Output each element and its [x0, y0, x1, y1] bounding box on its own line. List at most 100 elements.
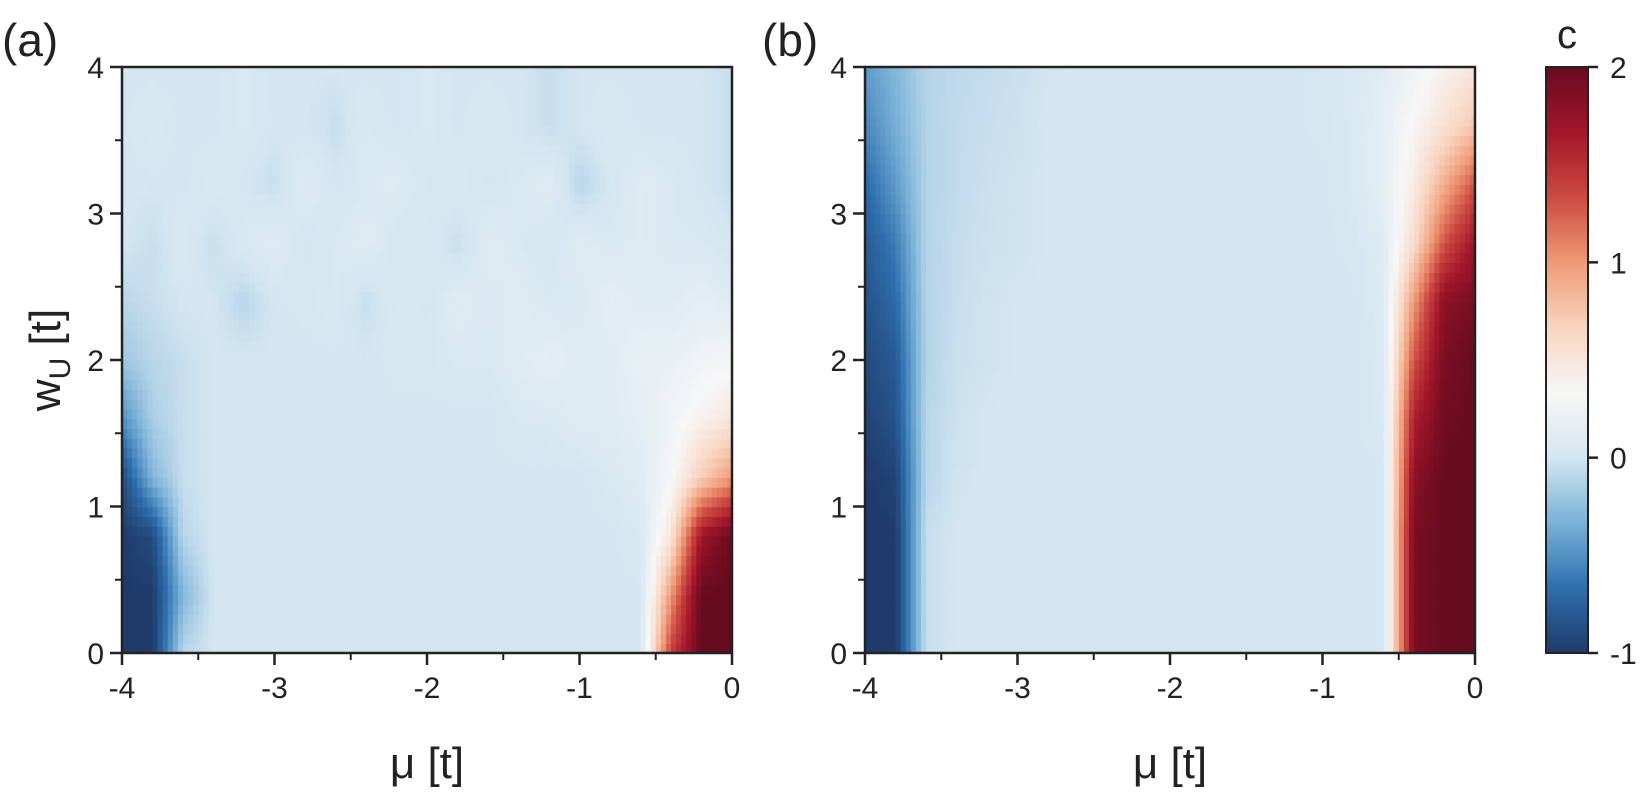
heatmap-cell [442, 301, 449, 312]
heatmap-cell [625, 643, 632, 654]
heatmap-cell [559, 574, 565, 586]
heatmap-cell [630, 311, 637, 322]
heatmap-cell [350, 526, 357, 537]
heatmap-cell [594, 272, 601, 283]
heatmap-cell [198, 379, 205, 390]
heatmap-cell [691, 506, 698, 517]
heatmap-cell [701, 545, 708, 557]
heatmap-cell [330, 613, 337, 625]
heatmap-cell [701, 360, 708, 371]
heatmap-cell [569, 516, 576, 527]
heatmap-cell [508, 574, 515, 586]
heatmap-cell [681, 623, 687, 635]
heatmap-cell [660, 399, 667, 410]
heatmap-cell [218, 467, 225, 478]
heatmap-cell [488, 545, 494, 557]
heatmap-cell [325, 574, 332, 586]
heatmap-cell [386, 623, 393, 635]
heatmap-cell [716, 535, 723, 547]
heatmap-cell [660, 311, 667, 322]
heatmap-cell [269, 613, 276, 625]
heatmap-cell [340, 516, 347, 527]
heatmap-cell [528, 252, 535, 264]
heatmap-cell [462, 291, 469, 303]
heatmap-cell [660, 555, 667, 566]
heatmap-cell [386, 643, 393, 654]
heatmap-cell [345, 262, 352, 273]
heatmap-cell [523, 262, 530, 273]
heatmap-cell [137, 604, 144, 615]
heatmap-cell [477, 447, 484, 459]
heatmap-cell [686, 496, 693, 508]
heatmap-cell [274, 565, 281, 576]
heatmap-cell [193, 369, 199, 381]
heatmap-cell [355, 613, 362, 625]
heatmap-cell [218, 613, 225, 625]
heatmap-cell [371, 291, 377, 303]
heatmap-cell [533, 623, 540, 635]
heatmap-cell [340, 584, 347, 596]
heatmap-cell [620, 369, 626, 381]
heatmap-cell [137, 486, 144, 498]
heatmap-cell [360, 242, 367, 254]
heatmap-cell [543, 565, 550, 576]
heatmap-cell [244, 428, 250, 439]
heatmap-cell [223, 535, 230, 547]
heatmap-cell [122, 584, 128, 596]
heatmap-cell [569, 301, 576, 312]
heatmap-cell [152, 574, 159, 586]
heatmap-cell [315, 643, 321, 654]
heatmap-cell [569, 408, 576, 420]
heatmap-cell [716, 555, 723, 566]
heatmap-cell [691, 291, 698, 303]
heatmap-cell [493, 467, 499, 478]
heatmap-cell [711, 311, 718, 322]
heatmap-cell [294, 555, 301, 566]
heatmap-cell [355, 389, 362, 400]
heatmap-cell [686, 545, 693, 557]
heatmap-cell [249, 379, 255, 390]
heatmap-cell [228, 516, 235, 527]
heatmap-cell [213, 555, 220, 566]
heatmap-cell [457, 535, 464, 547]
heatmap-cell [554, 633, 560, 644]
heatmap-cell [477, 369, 484, 381]
heatmap-cell [330, 447, 337, 459]
heatmap-cell [655, 272, 662, 283]
heatmap-cell [696, 535, 703, 547]
heatmap-cell [167, 428, 174, 439]
heatmap-cell [177, 633, 184, 644]
heatmap-cell [320, 311, 327, 322]
heatmap-cell [427, 516, 433, 527]
heatmap-cell [640, 360, 647, 371]
heatmap-cell [259, 418, 266, 430]
heatmap-cell [559, 320, 565, 332]
heatmap-cell [462, 272, 469, 283]
heatmap-cell [610, 340, 616, 351]
heatmap-cell [401, 535, 408, 547]
heatmap-cell [676, 643, 682, 654]
heatmap-cell [355, 555, 362, 566]
heatmap-cell [371, 262, 377, 273]
heatmap-cell [188, 428, 194, 439]
heatmap-cell [315, 350, 321, 361]
heatmap-cell [472, 272, 479, 283]
heatmap-cell [452, 623, 459, 635]
heatmap-cell [305, 320, 311, 332]
heatmap-cell [442, 526, 449, 537]
heatmap-cell [523, 272, 530, 283]
heatmap-cell [132, 535, 138, 547]
heatmap-cell [457, 311, 464, 322]
heatmap-cell [610, 604, 616, 615]
heatmap-cell [157, 604, 164, 615]
heatmap-cell [457, 604, 464, 615]
heatmap-cell [360, 526, 367, 537]
heatmap-cell [284, 389, 291, 400]
heatmap-cell [493, 272, 499, 283]
heatmap-cell [518, 604, 525, 615]
heatmap-cell [604, 457, 611, 469]
heatmap-cell [549, 447, 555, 459]
heatmap-cell [472, 360, 479, 371]
heatmap-cell [615, 301, 621, 312]
heatmap-cell [477, 340, 484, 351]
